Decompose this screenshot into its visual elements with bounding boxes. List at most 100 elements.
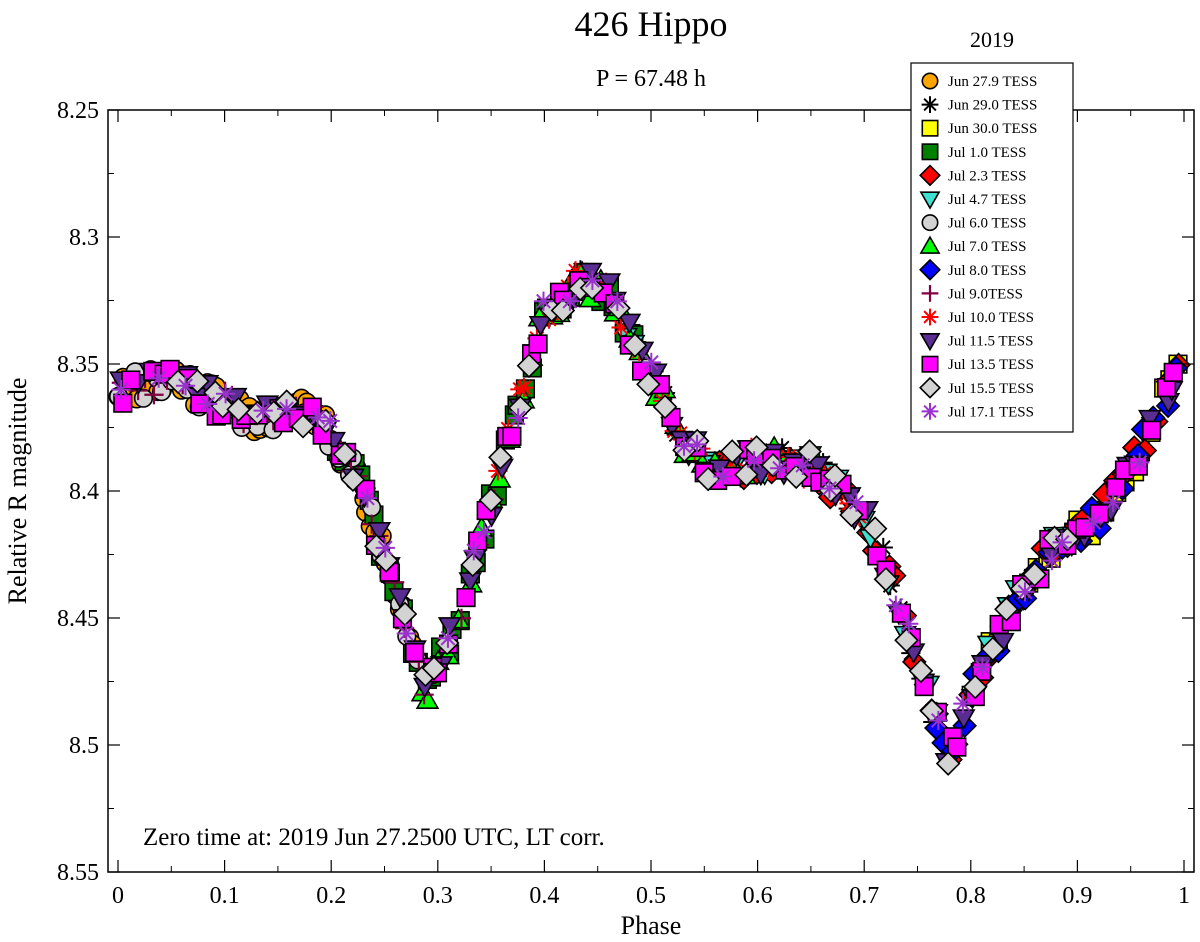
data-point: [899, 614, 919, 634]
chart-subtitle: P = 67.48 h: [596, 66, 706, 92]
data-point: [502, 426, 522, 446]
y-tick-label: 8.4: [69, 479, 99, 505]
data-point: [953, 694, 973, 714]
legend-label: Jun 29.0 TESS: [948, 98, 1037, 114]
y-tick-label: 8.35: [57, 352, 99, 378]
data-point: [464, 541, 484, 561]
data-point: [533, 291, 554, 311]
data-point: [528, 334, 548, 354]
data-point: [487, 467, 512, 488]
legend-label: Jul 11.5 TESS: [948, 334, 1033, 350]
chart-title: 426 Hippo: [575, 4, 728, 44]
legend-marker: [919, 164, 941, 187]
legend-label: Jul 7.0 TESS: [948, 239, 1027, 255]
data-point: [474, 522, 494, 542]
data-point: [908, 658, 934, 684]
data-point: [1084, 512, 1104, 533]
legend-marker: [919, 332, 941, 352]
data-point: [375, 538, 395, 558]
legend-marker: [919, 235, 941, 254]
y-tick-label: 8.25: [57, 98, 99, 124]
legend-marker: [921, 308, 939, 326]
data-point: [1103, 492, 1123, 512]
data-point: [962, 674, 988, 700]
data-point: [388, 588, 412, 609]
data-point: [392, 601, 418, 627]
data-point: [1130, 452, 1150, 473]
plot-frame: [107, 109, 1195, 873]
data-point: [713, 466, 733, 487]
data-point: [797, 439, 822, 464]
legend-label: Jul 8.0 TESS: [948, 263, 1027, 279]
data-point: [719, 439, 745, 464]
data-point: [641, 352, 661, 373]
x-tick-label: 0: [112, 883, 124, 909]
data-point: [1142, 420, 1162, 440]
data-point: [770, 458, 790, 478]
legend-marker: [921, 72, 939, 90]
data-point: [340, 467, 366, 492]
axis-ticks: 0 0.1 0.2 0.3 0.4 0.5 0.6 0.7 0.8 0.9 1 8.25 8.3 8.35…: [57, 98, 1194, 909]
y-tick-label: 8.45: [57, 606, 99, 632]
legend-label: Jun 30.0 TESS: [948, 121, 1037, 137]
zero-time-annotation: Zero time at: 2019 Jun 27.2500 UTC, LT c…: [143, 824, 605, 851]
data-point: [185, 368, 210, 394]
legend-marker: [921, 355, 939, 373]
legend: Jun 27.9 TESS Jun 29.0 TESS Jun 30.0 TESS J…: [910, 62, 1074, 433]
data-point: [516, 353, 542, 379]
data-point: [994, 596, 1019, 622]
data-point: [793, 455, 813, 475]
legend-label: Jul 13.5 TESS: [948, 357, 1034, 373]
data-point: [972, 657, 992, 677]
data-point: [320, 411, 340, 431]
data-point: [560, 291, 580, 311]
data-point: [873, 566, 899, 592]
data-point: [862, 516, 888, 541]
legend-label: Jul 15.5 TESS: [948, 381, 1034, 397]
data-point: [607, 291, 627, 311]
data-point: [276, 399, 297, 419]
data-point: [508, 408, 528, 428]
data-point: [606, 295, 631, 321]
x-axis-label: Phase: [621, 911, 682, 940]
data-point: [367, 521, 392, 543]
data-point: [111, 380, 131, 400]
data-point: [819, 478, 840, 499]
data-point: [1052, 532, 1072, 552]
data-point: [947, 737, 967, 757]
data-point: [1106, 478, 1126, 498]
data-point: [674, 436, 694, 456]
legend-label: Jul 2.3 TESS: [948, 168, 1027, 184]
data-point: [514, 377, 534, 398]
legend-marker: [921, 285, 939, 302]
data-point: [597, 273, 622, 294]
data-point: [357, 488, 378, 508]
legend-label: Jul 6.0 TESS: [948, 216, 1027, 232]
data-point: [822, 463, 848, 488]
data-point: [914, 676, 934, 697]
x-tick-label: 1: [1178, 883, 1190, 909]
x-tick-label: 0.6: [743, 883, 773, 909]
data-point: [622, 332, 648, 358]
data-point: [617, 313, 642, 335]
legend-label: Jul 17.1 TESS: [948, 404, 1034, 420]
data-point: [364, 533, 389, 559]
data-point: [582, 270, 603, 290]
legend-label: Jul 10.0 TESS: [948, 310, 1034, 326]
y-tick-label: 8.55: [57, 860, 99, 886]
data-point: [332, 441, 358, 467]
data-point: [215, 384, 236, 404]
x-tick-label: 0.1: [210, 883, 240, 909]
legend-marker: [921, 143, 939, 161]
data-point: [226, 397, 251, 422]
data-point: [456, 587, 476, 608]
x-tick-label: 0.5: [636, 883, 666, 909]
data-point: [935, 751, 961, 776]
data-point: [149, 368, 169, 388]
data-point: [302, 397, 322, 417]
data-point: [308, 407, 328, 427]
data-point: [528, 315, 553, 337]
data-point: [437, 617, 462, 638]
y-axis-label: Relative R magnitude: [3, 378, 32, 605]
